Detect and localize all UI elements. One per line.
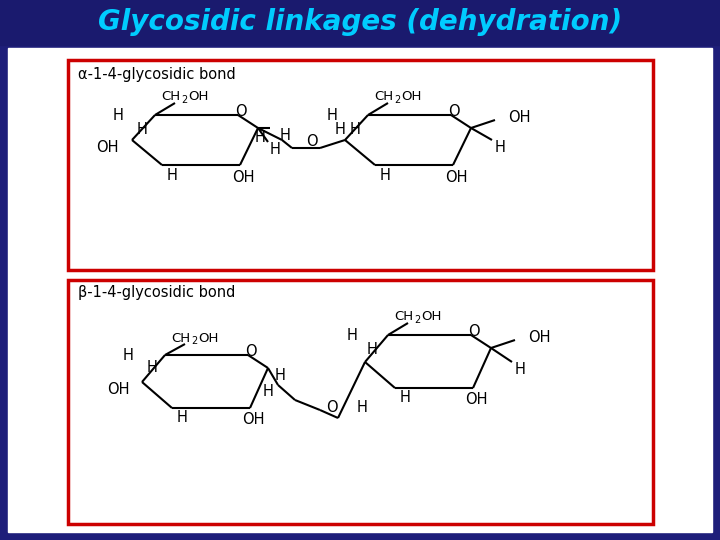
Text: OH: OH [188, 91, 208, 104]
Text: OH: OH [464, 393, 487, 408]
Text: O: O [326, 401, 338, 415]
Bar [8, 48, 712, 532]
Text: O: O [246, 345, 257, 360]
Text: OH: OH [445, 170, 467, 185]
Text: OH: OH [242, 413, 264, 428]
Text: OH: OH [107, 382, 130, 397]
Text: OH: OH [528, 330, 551, 346]
Text: 2: 2 [191, 336, 197, 346]
Text: H: H [137, 123, 148, 138]
Text: CH: CH [171, 332, 190, 345]
Text: H: H [112, 107, 123, 123]
Bar [68, 60, 653, 270]
Text: O: O [306, 134, 318, 150]
Text: 2: 2 [414, 315, 420, 325]
Text: H: H [379, 167, 390, 183]
Text: H: H [176, 410, 187, 426]
Text: OH: OH [421, 310, 441, 323]
Text: CH: CH [161, 91, 180, 104]
Text: 2: 2 [181, 95, 187, 105]
Text: CH: CH [394, 310, 413, 323]
Text: H: H [346, 327, 357, 342]
Text: O: O [448, 105, 460, 119]
Text: H: H [495, 140, 505, 156]
Text: H: H [122, 348, 133, 362]
Text: OH: OH [401, 91, 421, 104]
Text: OH: OH [508, 111, 531, 125]
Text: H: H [356, 401, 367, 415]
Text: α-1-4-glycosidic bond: α-1-4-glycosidic bond [78, 68, 235, 83]
Text: OH: OH [96, 140, 118, 156]
Text: OH: OH [232, 170, 254, 185]
Text: H: H [263, 384, 274, 400]
Text: H: H [350, 123, 361, 138]
Text: H: H [147, 361, 158, 375]
Text: H: H [327, 107, 338, 123]
Text: O: O [468, 325, 480, 340]
Text: O: O [235, 105, 247, 119]
Bar [0, 0, 720, 45]
Text: H: H [255, 131, 266, 145]
Text: Glycosidic linkages (dehydration): Glycosidic linkages (dehydration) [98, 8, 622, 36]
Text: β-1-4-glycosidic bond: β-1-4-glycosidic bond [78, 285, 235, 300]
Text: OH: OH [198, 332, 218, 345]
Text: H: H [400, 390, 410, 406]
Text: H: H [166, 167, 177, 183]
Text: H: H [269, 143, 280, 158]
Text: H: H [279, 127, 290, 143]
Text: H: H [274, 368, 285, 383]
Text: 2: 2 [394, 95, 400, 105]
Text: H: H [366, 342, 377, 357]
Text: H: H [515, 362, 526, 377]
Text: CH: CH [374, 91, 393, 104]
Text: H: H [335, 123, 346, 138]
Bar [68, 280, 653, 524]
